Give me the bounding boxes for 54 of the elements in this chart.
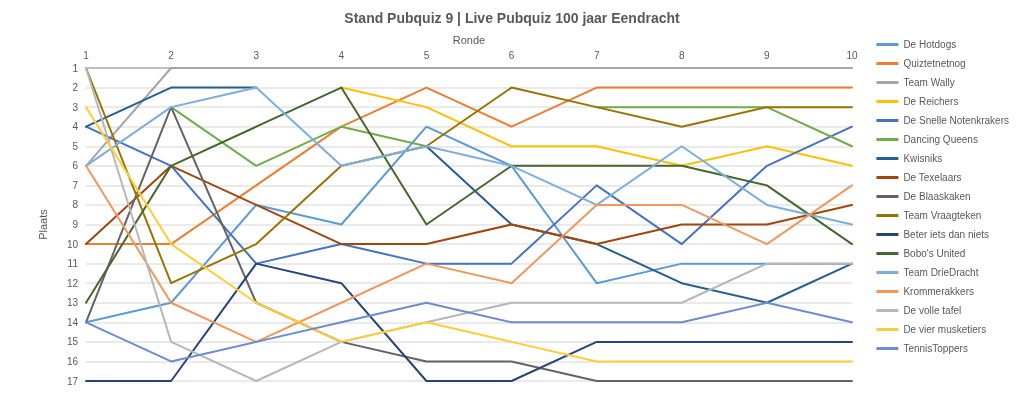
x-tick-label: 3 — [253, 49, 260, 61]
y-tick-label: 12 — [66, 277, 79, 289]
line-series — [85, 164, 853, 343]
x-tick-label: 2 — [168, 49, 175, 61]
line-series — [85, 301, 853, 363]
x-tick-label: 9 — [764, 49, 771, 61]
legend-label: De Texelaars — [903, 172, 962, 183]
y-tick-label: 15 — [66, 336, 79, 348]
legend-label: Beter iets dan niets — [903, 229, 989, 240]
line-series — [85, 262, 853, 382]
legend-label: Bobo's United — [903, 248, 966, 259]
y-tick-label: 7 — [72, 179, 79, 191]
legend-label: Krommerakkers — [903, 286, 974, 297]
y-tick-label: 5 — [72, 140, 79, 152]
x-tick-label: 1 — [83, 49, 90, 61]
x-tick-label: 7 — [593, 49, 600, 61]
y-tick-label: 14 — [66, 316, 79, 328]
x-tick-label: 6 — [508, 49, 515, 61]
y-axis-title: Plaats — [36, 208, 49, 240]
line-series — [85, 164, 853, 246]
x-tick-label: 8 — [679, 49, 685, 61]
legend-label: Dancing Queens — [903, 134, 978, 145]
y-tick-label: 1 — [72, 62, 79, 74]
y-tick-label: 2 — [72, 82, 79, 94]
x-axis-title: Ronde — [452, 33, 486, 46]
x-tick-label: 10 — [846, 49, 858, 61]
y-tick-label: 16 — [66, 355, 79, 367]
legend-label: De vier musketiers — [903, 324, 987, 335]
legend-label: TennisToppers — [903, 343, 968, 354]
legend-label: De volle tafel — [903, 305, 962, 316]
chart-title: Stand Pubquiz 9 | Live Pubquiz 100 jaar Eendracht — [344, 10, 680, 26]
legend-label: De Hotdogs — [903, 39, 957, 50]
legend-label: Quiztetnetnog — [903, 58, 966, 69]
y-tick-label: 17 — [66, 375, 79, 387]
y-tick-label: 6 — [72, 160, 79, 172]
x-tick-label: 4 — [338, 49, 345, 61]
legend-label: De Blaaskaken — [903, 191, 971, 202]
y-tick-label: 8 — [72, 199, 79, 211]
y-tick-label: 13 — [66, 297, 79, 309]
y-tick-label: 9 — [72, 219, 79, 230]
x-tick-label: 5 — [423, 49, 430, 61]
line-series — [340, 86, 853, 167]
legend-label: De Snelle Notenkrakers — [903, 115, 1009, 126]
legend-label: Kwisniks — [903, 153, 943, 164]
line-series — [85, 125, 853, 265]
y-tick-label: 4 — [72, 121, 79, 133]
legend-label: De Reichers — [903, 96, 959, 107]
legend-label: Team Vraagteken — [903, 210, 982, 221]
legend-label: Team DrieDracht — [903, 267, 979, 278]
y-tick-label: 11 — [67, 258, 79, 270]
line-series — [85, 67, 853, 285]
y-tick-label: 3 — [72, 101, 79, 113]
legend-label: Team Wally — [903, 77, 955, 88]
y-tick-label: 10 — [66, 238, 79, 250]
